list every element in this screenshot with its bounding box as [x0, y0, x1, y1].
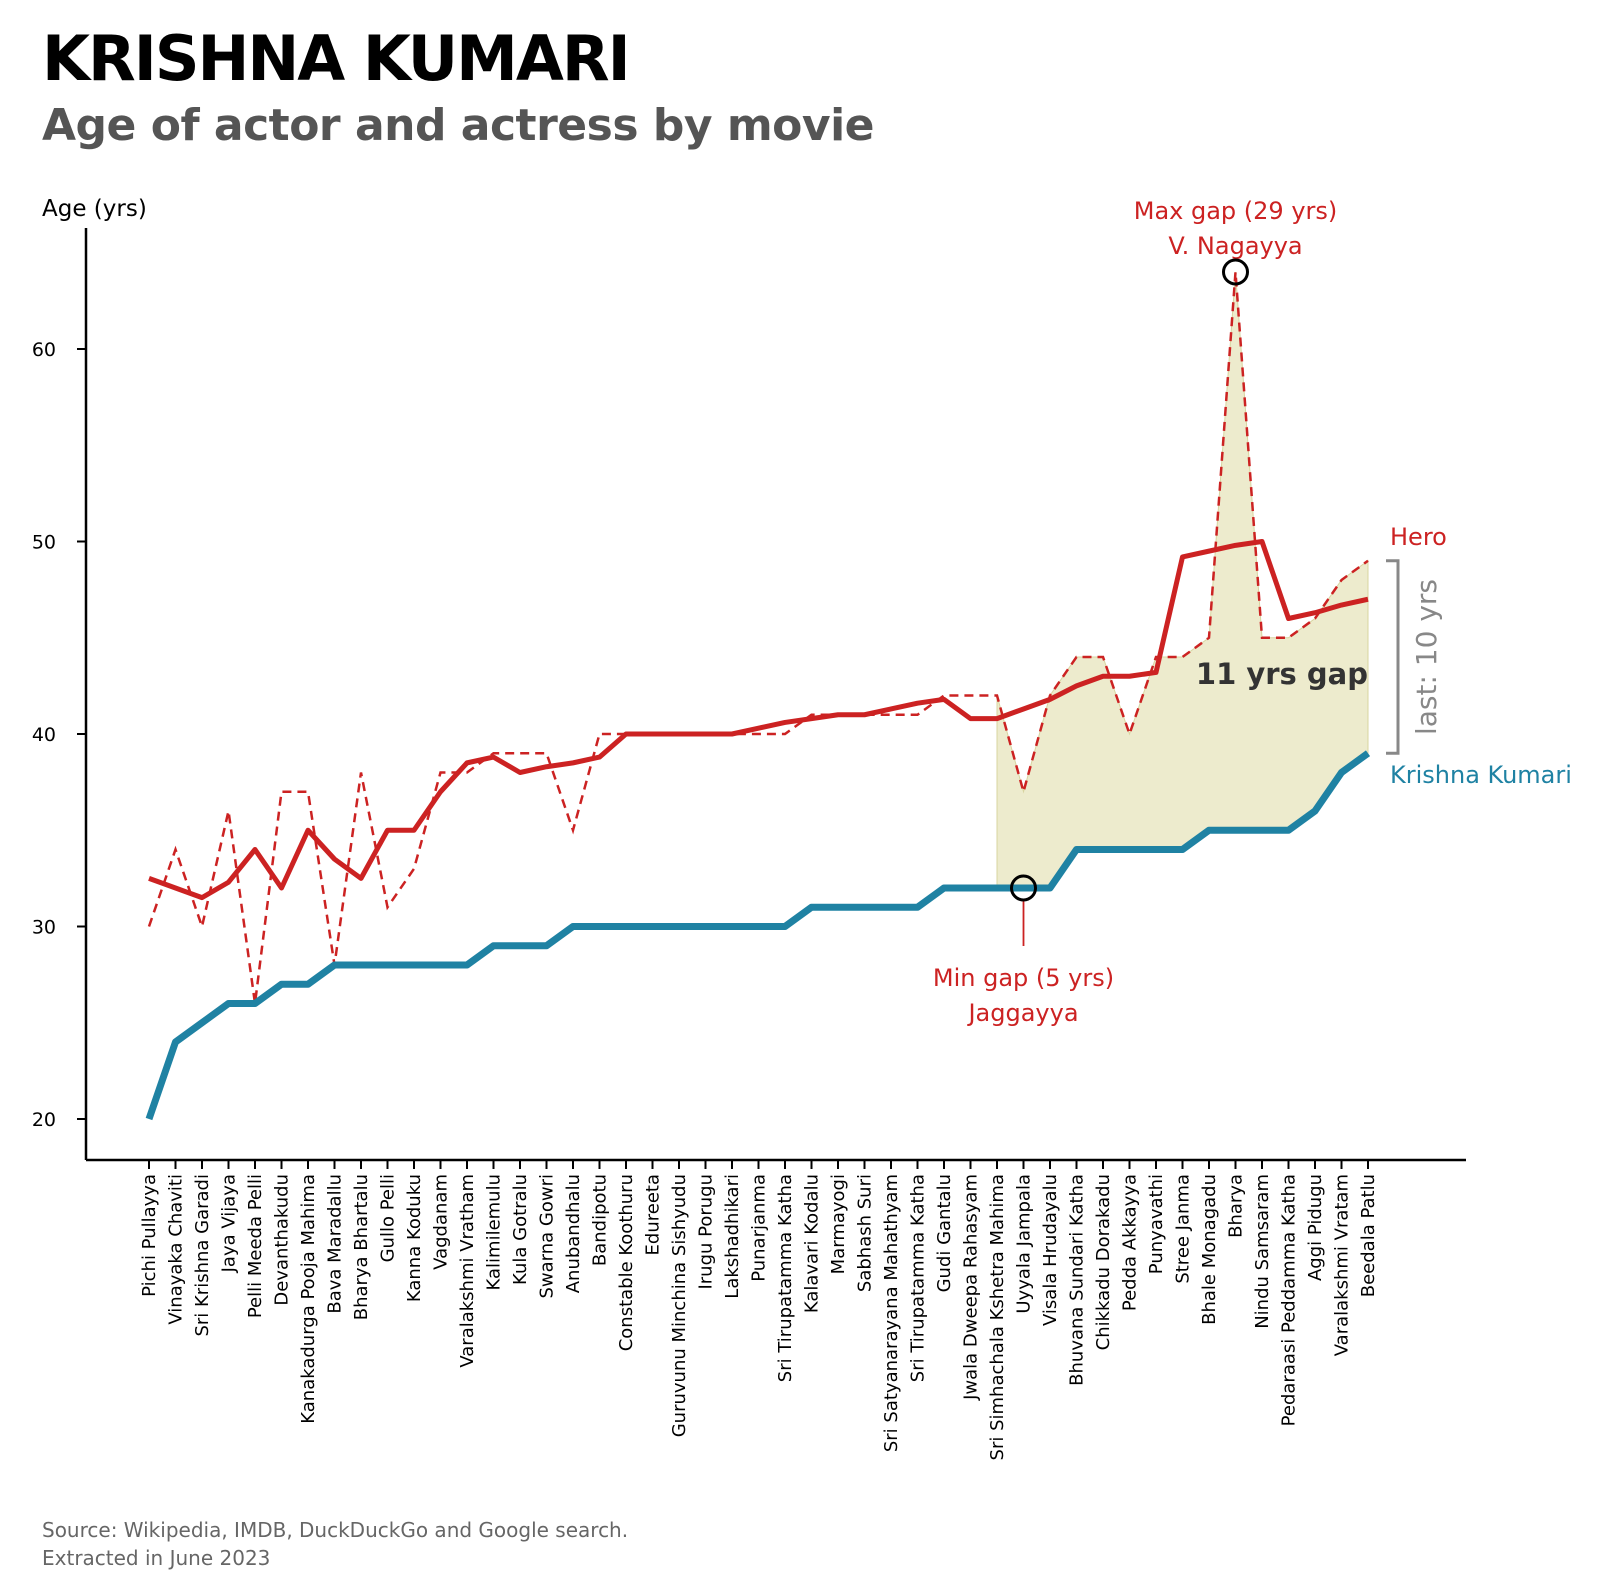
x-tick-label: Visala Hrudayalu — [1040, 1174, 1061, 1326]
max-gap-annotation-line2: V. Nagayya — [1168, 232, 1302, 260]
x-tick-label: Bharya Bhartalu — [351, 1174, 372, 1320]
hero-smoothed-line — [148, 539, 1369, 901]
hero-series-label: Hero — [1390, 523, 1447, 551]
y-tick-label: 40 — [32, 724, 56, 746]
y-tick-label: 50 — [32, 532, 56, 554]
last-gap-bracket-label: last: 10 yrs — [1410, 579, 1443, 735]
x-tick-label: Gudi Gantalu — [934, 1174, 955, 1292]
x-tick-label: Sri Satyanarayana Mahathyam — [881, 1174, 902, 1452]
x-tick-label: Punyavathi — [1146, 1174, 1167, 1274]
x-tick-label: Chikkadu Dorakadu — [1093, 1174, 1114, 1350]
x-tick-label: Sabhash Suri — [855, 1174, 876, 1292]
x-tick-label: Kalimilemulu — [484, 1174, 505, 1290]
actress-line — [145, 750, 1371, 1121]
x-tick-label: Guruvunu Minchina Sishyudu — [669, 1174, 690, 1437]
x-tick-label: Bava Maradallu — [325, 1174, 346, 1314]
min-gap-annotation-line2: Jaggayya — [966, 999, 1078, 1027]
x-tick-label: Beedala Patlu — [1358, 1174, 1379, 1297]
y-tick-label: 60 — [32, 339, 56, 361]
x-tick-label: Aggi Pidugu — [1305, 1174, 1326, 1281]
y-tick-label: 20 — [32, 1109, 56, 1131]
x-tick-label: Stree Janma — [1173, 1174, 1194, 1284]
chart-subtitle: Age of actor and actress by movie — [42, 100, 875, 151]
x-tick-label: Kula Gotralu — [510, 1174, 531, 1285]
x-tick-label: Uyyala Jampala — [1014, 1174, 1035, 1314]
x-tick-label: Jaya Vijaya — [219, 1174, 240, 1273]
gap-band-layer — [996, 271, 1369, 889]
x-tick-label: Gullo Pelli — [378, 1174, 399, 1262]
actress-series-label: Krishna Kumari — [1390, 761, 1572, 789]
x-tick-label: Vagdanam — [431, 1174, 452, 1270]
min-gap-marker — [1010, 874, 1037, 902]
min-gap-annotation-line1: Min gap (5 yrs) — [933, 964, 1114, 992]
chart-title: KRISHNA KUMARI — [42, 22, 631, 95]
x-tick-label: Kalavari Kodalu — [802, 1174, 823, 1313]
x-tick-label: Kanakadurga Pooja Mahima — [298, 1174, 319, 1424]
x-tick-label: Edureeta — [643, 1174, 664, 1255]
x-tick-label: Pichi Pullayya — [139, 1174, 160, 1297]
extraction-date-line: Extracted in June 2023 — [42, 1546, 271, 1570]
x-tick-label: Vinayaka Chaviti — [166, 1174, 187, 1325]
hero-dashed-line — [147, 271, 1369, 1004]
x-tick-label: Kanna Koduku — [404, 1174, 425, 1302]
x-tick-label: Varalakshmi Vratam — [1332, 1174, 1353, 1356]
gap-band-area — [996, 271, 1369, 889]
x-tick-label: Varalakshmi Vratham — [457, 1174, 478, 1368]
x-tick-label: Bhale Monagadu — [1199, 1174, 1220, 1325]
x-tick-label: Sri Simhachala Kshetra Mahima — [987, 1174, 1008, 1460]
x-tick-label: Bandipotu — [590, 1174, 611, 1266]
x-tick-label: Pedda Akkayya — [1120, 1174, 1141, 1311]
x-tick-label: Swarna Gowri — [537, 1174, 558, 1299]
source-line: Source: Wikipedia, IMDB, DuckDuckGo and … — [42, 1518, 629, 1542]
x-tick-label: Bharya — [1226, 1174, 1247, 1238]
x-tick-label: Jwala Dweepa Rahasyam — [961, 1174, 982, 1401]
x-tick-label: Nindu Samsaram — [1252, 1174, 1273, 1329]
x-tick-label: Bhuvana Sundari Katha — [1067, 1174, 1088, 1386]
x-tick-label: Pelli Meeda Pelli — [245, 1174, 266, 1318]
annotations: Max gap (29 yrs) V. Nagayya Min gap (5 y… — [933, 197, 1572, 1027]
x-tick-label: Irugu Porugu — [696, 1174, 717, 1290]
x-tick-label: Sri Tirupatamma Katha — [775, 1174, 796, 1382]
x-tick-label: Devanthakudu — [272, 1174, 293, 1306]
x-tick-label: Pedaraasi Peddamma Katha — [1279, 1174, 1300, 1426]
source-note: Source: Wikipedia, IMDB, DuckDuckGo and … — [42, 1516, 628, 1572]
max-gap-annotation-line1: Max gap (29 yrs) — [1134, 197, 1338, 225]
current-gap-label: 11 yrs gap — [1196, 657, 1368, 691]
max-gap-marker — [1222, 258, 1249, 286]
series-lines — [145, 271, 1371, 1121]
x-tick-label: Marmayogi — [828, 1174, 849, 1274]
x-tick-label: Punarjanma — [749, 1174, 770, 1282]
x-tick-label: Constable Koothuru — [616, 1174, 637, 1351]
x-tick-label: Sri Tirupatamma Katha — [908, 1174, 929, 1382]
x-tick-label: Sri Krishna Garadi — [192, 1174, 213, 1337]
x-tick-label: Anubandhalu — [563, 1174, 584, 1293]
last-gap-bracket — [1386, 559, 1400, 755]
y-tick-label: 30 — [32, 917, 56, 939]
x-tick-label: Lakshadhikari — [722, 1174, 743, 1299]
y-axis-label: Age (yrs) — [42, 196, 147, 222]
axes: 20 30 40 50 60 Pichi Pullayya Vinayaka Chaviti… — [32, 228, 1466, 1460]
